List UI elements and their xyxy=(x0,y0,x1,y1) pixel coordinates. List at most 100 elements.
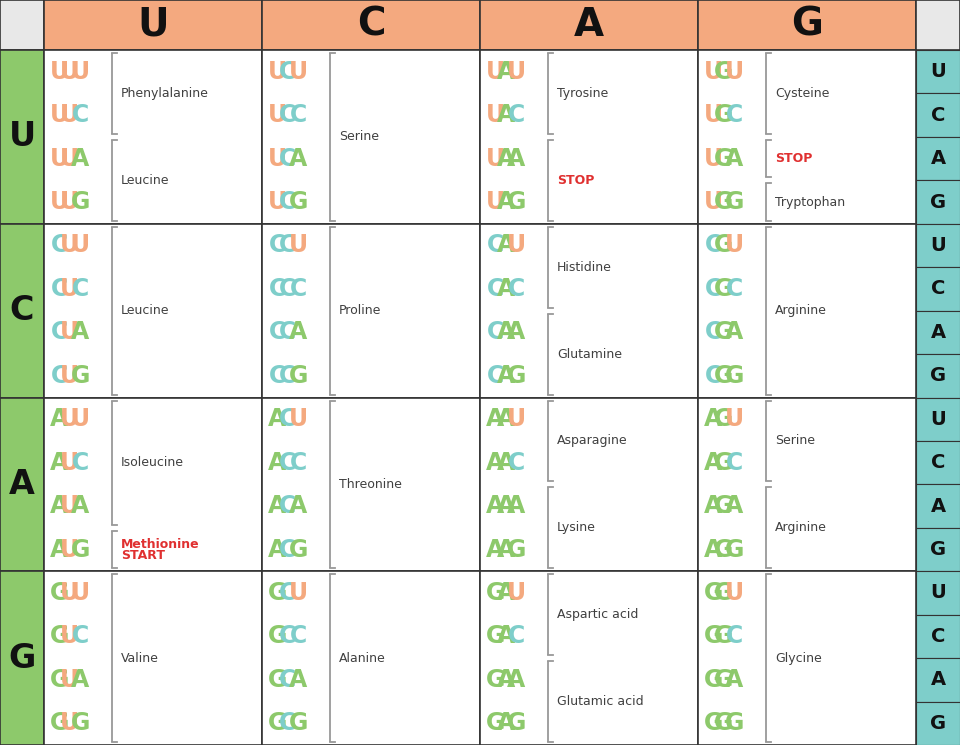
Text: A: A xyxy=(486,451,504,475)
Text: G: G xyxy=(507,190,526,214)
Text: C: C xyxy=(508,451,525,475)
Bar xyxy=(44,571,262,745)
Text: C: C xyxy=(269,320,286,344)
Text: C: C xyxy=(279,711,297,735)
Text: Asparagine: Asparagine xyxy=(557,434,628,448)
Bar xyxy=(916,311,960,354)
Text: A: A xyxy=(496,147,515,171)
Text: C: C xyxy=(279,103,297,127)
Text: A: A xyxy=(71,320,89,344)
Text: A: A xyxy=(507,147,525,171)
Text: C: C xyxy=(508,103,525,127)
Text: U: U xyxy=(9,121,36,153)
Text: U: U xyxy=(60,451,80,475)
Text: C: C xyxy=(51,233,68,258)
Text: A: A xyxy=(496,538,515,562)
Text: C: C xyxy=(279,190,297,214)
Text: C: C xyxy=(931,279,946,299)
Text: G: G xyxy=(9,641,36,675)
Bar xyxy=(262,224,480,398)
Text: A: A xyxy=(268,408,286,431)
Text: C: C xyxy=(487,364,504,388)
Text: C: C xyxy=(726,277,743,301)
Bar xyxy=(916,441,960,484)
Text: G: G xyxy=(50,711,69,735)
Text: Alanine: Alanine xyxy=(339,652,386,665)
Text: A: A xyxy=(507,320,525,344)
Text: Serine: Serine xyxy=(339,130,379,143)
Text: C: C xyxy=(726,103,743,127)
Bar xyxy=(916,658,960,702)
Text: U: U xyxy=(71,60,90,83)
Text: A: A xyxy=(930,149,946,168)
Text: G: G xyxy=(714,581,733,605)
Text: G: G xyxy=(50,624,69,648)
Text: C: C xyxy=(269,364,286,388)
Text: G: G xyxy=(268,581,287,605)
Text: A: A xyxy=(289,320,307,344)
Text: G: G xyxy=(714,668,733,692)
Text: A: A xyxy=(725,147,743,171)
Text: Methionine: Methionine xyxy=(121,538,200,551)
Text: C: C xyxy=(279,277,297,301)
Text: A: A xyxy=(9,468,35,501)
Bar xyxy=(0,50,44,224)
Bar xyxy=(916,484,960,527)
Text: G: G xyxy=(704,711,723,735)
Text: G: G xyxy=(268,711,287,735)
Text: U: U xyxy=(60,624,80,648)
Text: G: G xyxy=(704,668,723,692)
Text: U: U xyxy=(60,494,80,518)
Text: A: A xyxy=(496,494,515,518)
Text: C: C xyxy=(51,277,68,301)
Bar xyxy=(698,398,916,571)
Text: C: C xyxy=(705,320,722,344)
Text: C: C xyxy=(72,451,89,475)
Text: U: U xyxy=(725,60,744,83)
Text: G: G xyxy=(930,714,946,733)
Text: G: G xyxy=(486,624,505,648)
Text: U: U xyxy=(50,147,69,171)
Text: C: C xyxy=(279,364,297,388)
Bar xyxy=(0,0,44,50)
Text: A: A xyxy=(574,6,604,44)
Text: C: C xyxy=(10,294,35,327)
Text: C: C xyxy=(705,364,722,388)
Text: Tyrosine: Tyrosine xyxy=(557,87,609,100)
Text: C: C xyxy=(279,408,297,431)
Text: U: U xyxy=(71,408,90,431)
Text: Glycine: Glycine xyxy=(775,652,822,665)
Bar xyxy=(916,398,960,441)
Text: G: G xyxy=(50,668,69,692)
Text: C: C xyxy=(357,6,385,44)
Text: A: A xyxy=(725,668,743,692)
Text: C: C xyxy=(51,320,68,344)
Text: U: U xyxy=(486,190,505,214)
Text: C: C xyxy=(269,233,286,258)
Bar xyxy=(916,137,960,180)
Text: Lysine: Lysine xyxy=(557,522,596,534)
Text: Glutamic acid: Glutamic acid xyxy=(557,695,643,708)
Text: C: C xyxy=(487,320,504,344)
Text: A: A xyxy=(50,451,68,475)
Text: A: A xyxy=(496,581,515,605)
Text: U: U xyxy=(50,60,69,83)
Text: U: U xyxy=(930,236,946,255)
Text: A: A xyxy=(507,494,525,518)
Text: G: G xyxy=(714,190,733,214)
Text: U: U xyxy=(71,581,90,605)
Text: G: G xyxy=(714,320,733,344)
Text: G: G xyxy=(268,668,287,692)
Text: G: G xyxy=(71,711,90,735)
Text: U: U xyxy=(930,410,946,428)
Text: G: G xyxy=(714,60,733,83)
Text: C: C xyxy=(51,364,68,388)
Text: C: C xyxy=(279,60,297,83)
Bar xyxy=(916,702,960,745)
Text: U: U xyxy=(507,233,526,258)
Text: U: U xyxy=(60,60,80,83)
Bar xyxy=(480,224,698,398)
Text: START: START xyxy=(121,549,165,562)
Text: U: U xyxy=(704,190,723,214)
Text: C: C xyxy=(72,624,89,648)
